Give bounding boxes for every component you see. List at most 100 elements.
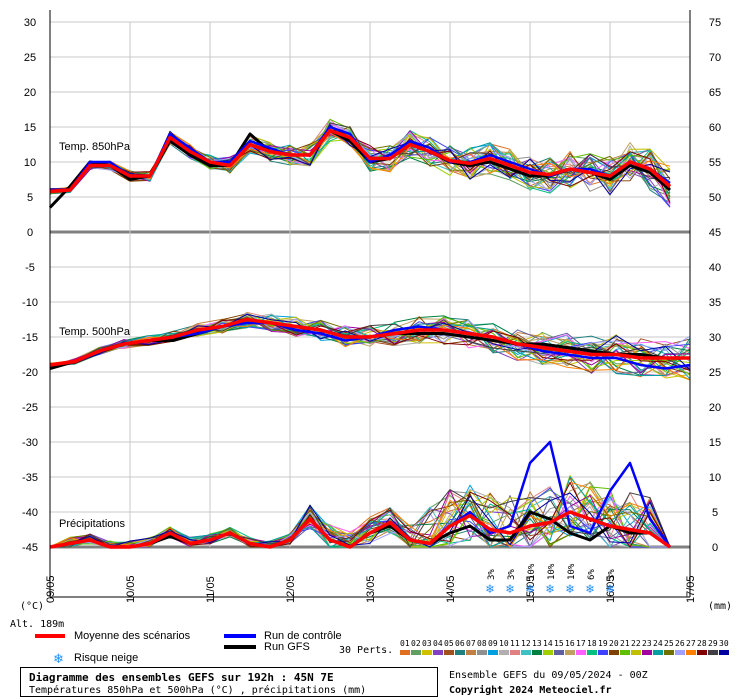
member-swatch <box>642 650 652 655</box>
altitude-label: Alt. 189m <box>10 619 64 630</box>
member-swatch <box>565 650 575 655</box>
member-number: 21 <box>620 639 630 648</box>
left-tick-label: 10 <box>24 157 36 169</box>
legend-perts-label: 30 Perts. <box>339 645 394 656</box>
member-swatch <box>466 650 476 655</box>
member-number: 05 <box>444 639 454 648</box>
member-number: 30 <box>719 639 729 648</box>
left-tick-label: -35 <box>22 472 38 484</box>
member-swatch <box>488 650 498 655</box>
member-number: 29 <box>708 639 718 648</box>
member-line-precip <box>49 492 671 548</box>
member-swatch <box>433 650 443 655</box>
member-swatch <box>576 650 586 655</box>
left-tick-label: 30 <box>24 17 36 29</box>
right-tick-label: 60 <box>709 122 721 134</box>
legend-snow-label: Risque neige <box>74 652 139 664</box>
right-tick-label: 5 <box>712 507 718 519</box>
member-number: 03 <box>422 639 432 648</box>
member-number: 22 <box>631 639 641 648</box>
legend-control-line <box>224 634 256 638</box>
member-number: 09 <box>488 639 498 648</box>
member-number: 23 <box>642 639 652 648</box>
legend-mean-label: Moyenne des scénarios <box>74 630 191 642</box>
run-info: Ensemble GEFS du 09/05/2024 - 00Z <box>449 670 648 681</box>
right-tick-label: 70 <box>709 52 721 64</box>
footer-title: Diagramme des ensembles GEFS sur 192h : … <box>29 671 334 684</box>
member-number: 28 <box>697 639 707 648</box>
member-swatch <box>675 650 685 655</box>
left-unit-label: (°C) <box>20 601 44 612</box>
panel-label: Précipitations <box>59 518 126 530</box>
left-tick-label: -45 <box>22 542 38 554</box>
left-tick-label: -40 <box>22 507 38 519</box>
member-swatch <box>587 650 597 655</box>
snow-risk-pct: 3% <box>507 569 517 580</box>
right-tick-label: 75 <box>709 17 721 29</box>
left-tick-label: -15 <box>22 332 38 344</box>
main-lines <box>48 125 691 549</box>
left-tick-label: 5 <box>27 192 33 204</box>
x-date-label: 14/05 <box>445 575 457 603</box>
right-tick-label: 0 <box>712 542 718 554</box>
member-number: 01 <box>400 639 410 648</box>
member-number: 07 <box>466 639 476 648</box>
left-tick-label: 0 <box>27 227 33 239</box>
snow-risk-pct: 10% <box>567 563 577 580</box>
member-swatch <box>422 650 432 655</box>
left-tick-label: -5 <box>25 262 35 274</box>
member-swatch <box>598 650 608 655</box>
member-number: 24 <box>653 639 663 648</box>
left-tick-label: -10 <box>22 297 38 309</box>
member-swatch <box>521 650 531 655</box>
x-date-label: 15/05 <box>525 575 537 603</box>
x-date-label: 10/05 <box>125 575 137 603</box>
right-tick-label: 35 <box>709 297 721 309</box>
grid <box>49 21 691 549</box>
footer-box: Diagramme des ensembles GEFS sur 192h : … <box>20 667 438 697</box>
member-number: 14 <box>543 639 553 648</box>
member-swatch <box>697 650 707 655</box>
mean-line-850 <box>49 128 672 194</box>
member-line-850 <box>49 122 671 205</box>
member-swatch <box>620 650 630 655</box>
member-number: 06 <box>455 639 465 648</box>
right-tick-label: 15 <box>709 437 721 449</box>
snowflake-icon: ❄ <box>525 582 534 597</box>
left-tick-label: 15 <box>24 122 36 134</box>
left-tick-label: -20 <box>22 367 38 379</box>
member-number: 17 <box>576 639 586 648</box>
mean-line-precip <box>49 510 672 549</box>
right-tick-label: 50 <box>709 192 721 204</box>
x-date-label: 09/05 <box>45 575 57 603</box>
right-tick-label: 10 <box>709 472 721 484</box>
member-swatch <box>631 650 641 655</box>
x-date-label: 11/05 <box>205 576 217 603</box>
member-swatch <box>477 650 487 655</box>
panel-label: Temp. 500hPa <box>59 326 131 338</box>
snowflake-icon: ❄ <box>485 582 494 597</box>
member-swatch <box>532 650 542 655</box>
member-line-precip <box>49 489 671 548</box>
legend-gfs-line <box>224 645 256 649</box>
member-swatch <box>686 650 696 655</box>
member-swatch <box>510 650 520 655</box>
snowflake-icon: ❄ <box>505 582 514 597</box>
member-swatch <box>543 650 553 655</box>
left-tick-label: 20 <box>24 87 36 99</box>
member-number: 18 <box>587 639 597 648</box>
member-swatch <box>708 650 718 655</box>
member-line-500 <box>49 318 691 381</box>
right-tick-label: 20 <box>709 402 721 414</box>
member-number: 02 <box>411 639 421 648</box>
member-number: 15 <box>554 639 564 648</box>
snow-risk-pct: 3% <box>487 569 497 580</box>
mean-line-500 <box>49 317 690 367</box>
labels: Temp. 850hPa Temp. 500hPa Précipitations <box>59 141 131 530</box>
right-tick-label: 25 <box>709 367 721 379</box>
panel-label: Temp. 850hPa <box>59 141 131 153</box>
snowflake-icon: ❄ <box>545 582 554 597</box>
member-number: 27 <box>686 639 696 648</box>
copyright: Copyright 2024 Meteociel.fr <box>449 685 612 696</box>
